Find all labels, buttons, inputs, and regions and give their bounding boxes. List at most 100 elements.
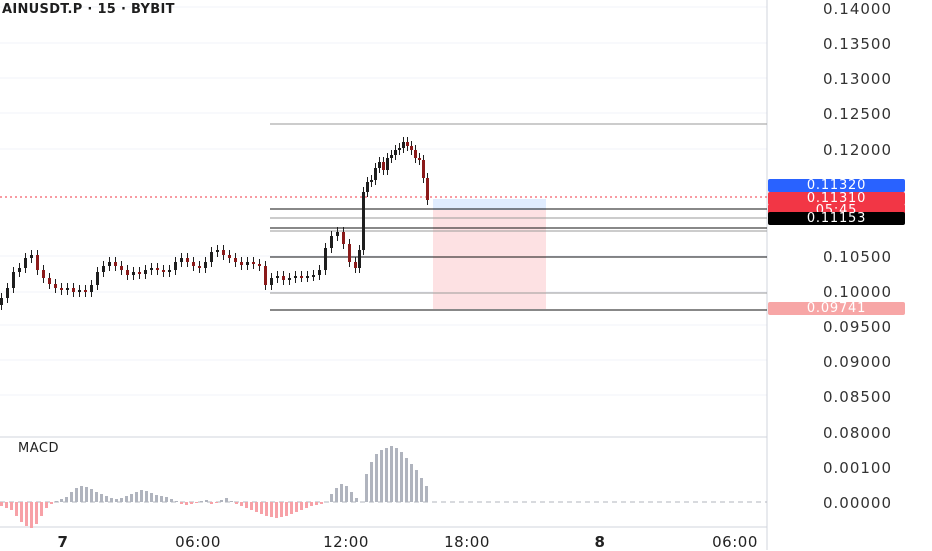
level-price-tag: 0.11153 (768, 212, 905, 225)
candle-body (72, 288, 75, 292)
macd-bar (40, 502, 43, 516)
macd-bar (420, 478, 423, 502)
candle-body (126, 270, 129, 275)
candle-body (324, 248, 327, 270)
macd-bar (190, 502, 193, 504)
macd-bar (170, 499, 173, 502)
macd-axis-label: 0.00000 (822, 494, 892, 512)
candle-body (6, 288, 9, 298)
macd-bar (330, 494, 333, 502)
candle-body (84, 290, 87, 292)
macd-bar (5, 502, 8, 508)
macd-bar (220, 500, 223, 502)
time-label: 06:00 (712, 533, 758, 551)
macd-bar (235, 502, 238, 504)
candle-body (168, 270, 171, 272)
price-label: 0.14000 (822, 0, 892, 18)
candle-body (336, 232, 339, 236)
macd-bar (310, 502, 313, 506)
candle-body (410, 146, 413, 150)
macd-bar (25, 502, 28, 526)
macd-bar (160, 496, 163, 502)
candle-body (264, 266, 267, 285)
macd-bar (290, 502, 293, 514)
macd-bar (250, 502, 253, 510)
symbol-title[interactable]: AINUSDT.P · 15 · BYBIT (2, 2, 175, 17)
price-label: 0.12500 (822, 105, 892, 123)
macd-bar (315, 502, 318, 505)
candle-body (228, 255, 231, 258)
candle-body (252, 262, 255, 264)
macd-title[interactable]: MACD (18, 441, 59, 456)
macd-bar (10, 502, 13, 510)
macd-bar (205, 500, 208, 502)
candle-body (138, 272, 141, 274)
macd-bar (355, 498, 358, 502)
candle-body (156, 268, 159, 270)
macd-bar (385, 448, 388, 502)
macd-bar (30, 502, 33, 528)
candle-body (78, 290, 81, 292)
candle-body (90, 285, 93, 292)
candle-body (36, 255, 39, 270)
candle-body (398, 148, 401, 150)
candle-body (186, 258, 189, 262)
macd-bar (425, 486, 428, 502)
candle-body (210, 252, 213, 262)
candle-body (0, 298, 3, 305)
macd-bar (125, 496, 128, 502)
macd-bar (295, 502, 298, 512)
candle-body (150, 268, 153, 270)
candle-body (276, 276, 279, 278)
price-label: 0.08500 (822, 388, 892, 406)
macd-bar (155, 495, 158, 502)
macd-bar (340, 484, 343, 502)
candle-body (246, 262, 249, 265)
candle-body (390, 155, 393, 158)
candle-body (204, 262, 207, 268)
candle-body (342, 232, 345, 244)
time-label: 18:00 (444, 533, 490, 551)
candle-body (12, 272, 15, 288)
target-zone (433, 210, 546, 309)
macd-bar (215, 502, 218, 503)
candle-body (120, 266, 123, 270)
candle-body (362, 192, 365, 250)
macd-bar (100, 494, 103, 502)
macd-bar (80, 486, 83, 502)
time-label: 7 (57, 533, 69, 551)
target-price-tag: 0.09741 (768, 302, 905, 315)
candle-body (402, 142, 405, 148)
candle-body (270, 278, 273, 285)
macd-bar (415, 470, 418, 502)
macd-bar (270, 502, 273, 517)
macd-bar (285, 502, 288, 516)
macd-bar (175, 501, 178, 502)
candle-body (418, 158, 421, 160)
price-label: 0.13000 (822, 70, 892, 88)
price-label: 0.10500 (822, 248, 892, 266)
macd-bar (375, 454, 378, 502)
macd-bar (15, 502, 18, 516)
macd-bar (130, 494, 133, 502)
macd-bar (335, 488, 338, 502)
macd-bar (380, 450, 383, 502)
candle-body (102, 266, 105, 272)
candle-body (216, 250, 219, 252)
macd-axis-label: 0.00100 (822, 459, 892, 477)
candle-body (198, 266, 201, 268)
candle-body (234, 258, 237, 262)
candle-body (24, 258, 27, 268)
macd-bar (55, 501, 58, 502)
macd-bar (365, 474, 368, 502)
macd-bar (400, 452, 403, 502)
candle-body (348, 244, 351, 262)
price-label: 0.12000 (822, 141, 892, 159)
last-price-tag: 0.11320 (768, 179, 905, 192)
candle-body (382, 162, 385, 170)
candles (0, 137, 429, 310)
candle-body (288, 278, 291, 280)
macd-bar (395, 448, 398, 502)
macd-bar (180, 502, 183, 504)
